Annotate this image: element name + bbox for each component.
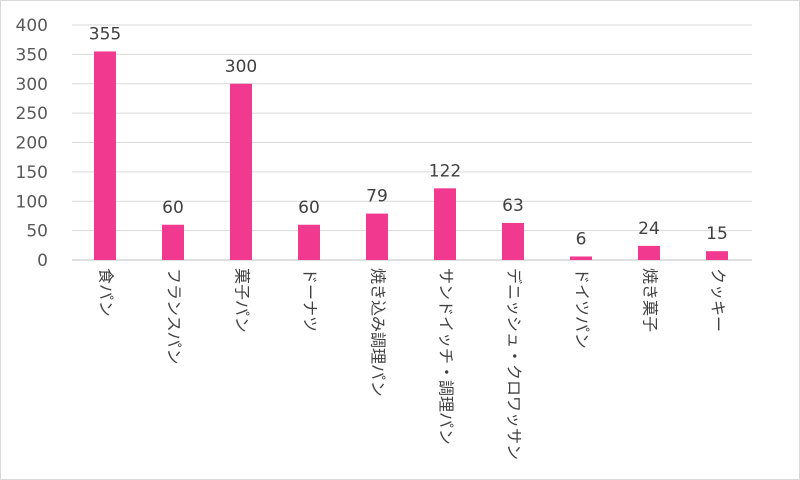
category-label: 焼き菓子 [641,268,660,332]
bar [298,224,320,260]
category-label: サンドイッチ・調理パン [437,268,456,445]
category-label: フランスパン [165,268,184,364]
category-labels: 食パン フランスパン 菓子パン ドーナツ 焼き込み調理パン サンドイッチ・調理パン デニッシ… [97,268,728,460]
bar [366,213,388,260]
bar [162,224,184,260]
bars [94,51,728,260]
data-label: 15 [706,224,728,244]
category-label: ドイツパン [573,268,592,349]
category-label: ドーナツ [301,268,320,332]
y-tick-label: 400 [16,16,48,36]
category-label: クッキー [709,268,728,332]
data-label: 60 [298,198,320,218]
data-label: 300 [225,57,257,77]
category-label: 菓子パン [233,268,252,333]
bar [638,245,660,260]
y-axis-ticks: 0 50 100 150 200 250 300 350 400 [16,16,48,271]
data-labels: 355 60 300 60 79 122 63 6 24 15 [89,24,728,249]
data-label: 122 [429,161,461,181]
data-label: 63 [502,196,524,216]
data-label: 6 [576,229,587,249]
data-label: 60 [162,198,184,218]
y-tick-label: 350 [16,45,48,65]
category-label: 食パン [97,268,116,317]
y-tick-label: 150 [16,163,48,183]
data-label: 79 [366,187,388,207]
y-tick-label: 50 [26,222,48,242]
y-tick-label: 250 [16,104,48,124]
bar [502,222,524,260]
y-tick-label: 0 [37,251,48,271]
data-label: 355 [89,24,121,44]
category-label: デニッシュ・クロワッサン [505,268,524,460]
bar [94,51,116,260]
y-tick-label: 100 [16,192,48,212]
category-label: 焼き込み調理パン [369,268,388,397]
bar [570,256,592,260]
y-tick-label: 300 [16,75,48,95]
data-label: 24 [638,219,660,239]
bar [434,188,456,260]
y-tick-label: 200 [16,134,48,154]
bar [706,251,728,260]
bar [230,83,252,260]
